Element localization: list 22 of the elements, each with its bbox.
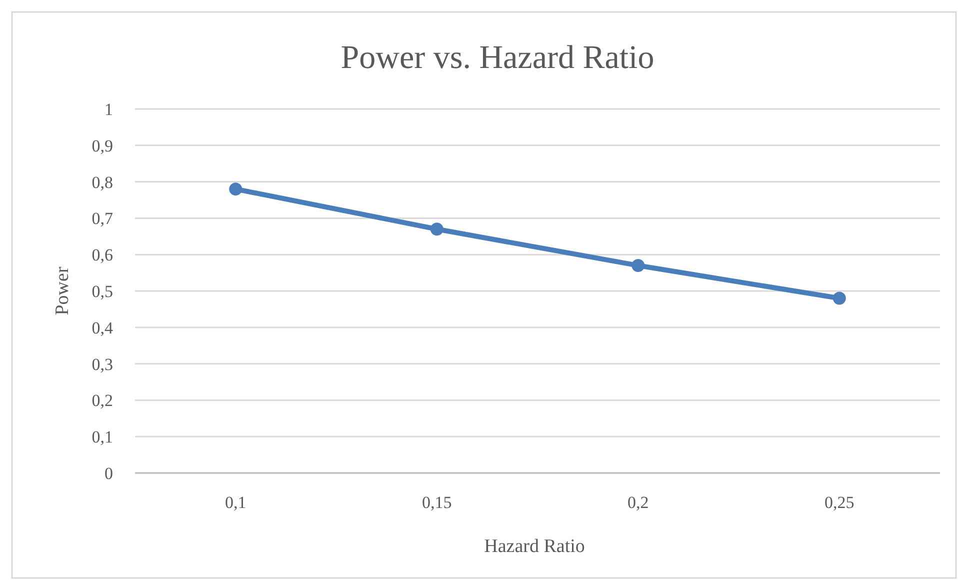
y-tick-label: 0,5: [92, 282, 113, 301]
point: [430, 222, 444, 236]
point: [632, 259, 645, 272]
y-tick-label: 0,8: [92, 172, 113, 192]
x-tick-label: 0,1: [225, 493, 246, 512]
y-tick-label: 0: [104, 464, 113, 483]
y-tick-label: 0,3: [92, 354, 113, 374]
y-tick-label: 0,4: [92, 318, 114, 338]
y-tick-label: 0,6: [92, 246, 113, 265]
y-tick-label: 0,1: [92, 428, 113, 447]
y-axis-title: Power: [52, 266, 73, 316]
x-axis-title: Hazard Ratio: [484, 536, 585, 557]
y-tick-label: 0,9: [92, 136, 113, 156]
x-tick-label: 0,2: [628, 493, 649, 512]
x-tick-label: 0,25: [824, 493, 854, 512]
y-tick-label: 1: [104, 100, 113, 119]
y-tick-label: 0,7: [92, 209, 114, 228]
x-tick-label: 0,15: [422, 493, 452, 512]
y-tick-label: 0,2: [92, 391, 113, 410]
point: [229, 182, 242, 196]
chart-title: Power vs. Hazard Ratio: [340, 40, 654, 76]
point: [832, 292, 846, 305]
